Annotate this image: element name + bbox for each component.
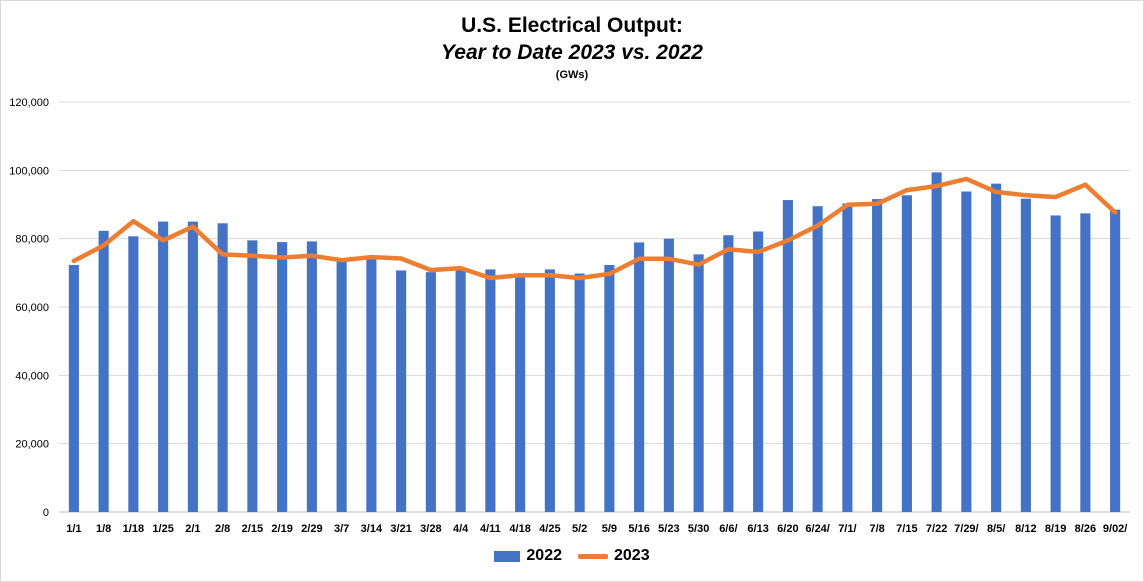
bar-2022 (663, 238, 674, 512)
gridlines (59, 101, 1130, 513)
series-2023-line-group (71, 176, 1118, 281)
bar-2022 (455, 269, 466, 512)
chart-title: U.S. Electrical Output: (461, 14, 683, 37)
x-tick-label: 3/7 (334, 523, 349, 535)
x-tick-label: 1/8 (96, 523, 111, 535)
bar-2022 (723, 235, 734, 512)
bar-2022 (396, 270, 407, 512)
bar-2022 (425, 272, 436, 512)
x-tick-label: 2/29 (301, 523, 322, 535)
y-tick-label: 20,000 (15, 439, 49, 451)
x-tick-label: 3/28 (420, 523, 441, 535)
x-tick-label: 5/2 (572, 523, 587, 535)
x-tick-label: 5/16 (628, 523, 649, 535)
chart-title-block: U.S. Electrical Output: Year to Date 202… (1, 13, 1143, 83)
bar-2022 (782, 200, 793, 512)
y-tick-label: 80,000 (15, 234, 49, 246)
legend: 2022 2023 (1, 547, 1143, 565)
x-tick-label: 5/30 (688, 523, 709, 535)
bar-2022 (217, 223, 228, 512)
x-tick-label: 8/12 (1015, 523, 1036, 535)
bar-2022 (872, 199, 883, 513)
x-tick-label: 5/23 (658, 523, 679, 535)
x-tick-label: 7/29/ (954, 523, 978, 535)
bar-2022 (158, 221, 169, 513)
legend-swatch-2023 (578, 553, 608, 559)
legend-swatch-2022 (494, 550, 521, 562)
x-tick-label: 7/1/ (838, 523, 856, 535)
x-tick-label: 4/25 (539, 523, 560, 535)
x-tick-label: 4/18 (509, 523, 530, 535)
x-tick-label: 2/1 (185, 523, 200, 535)
legend-label-2022: 2022 (526, 547, 562, 564)
bar-2022 (753, 231, 764, 512)
x-axis: 1/1 1/8 1/18 1/25 2/1 2/8 2/15 2/19 2/29 3/7 3/14 3… (66, 523, 1127, 535)
y-tick-label: 100,000 (9, 165, 49, 177)
y-tick-label: 120,000 (9, 97, 49, 109)
x-tick-label: 1/25 (152, 523, 173, 535)
bar-2022 (187, 221, 198, 513)
chart-subtitle: Year to Date 2023 vs. 2022 (441, 41, 703, 64)
bar-2022 (68, 264, 79, 512)
y-axis: 0 20,000 40,000 60,000 80,000 100,000 120,000 (9, 97, 49, 519)
x-tick-label: 1/1 (66, 523, 81, 535)
bar-2022 (693, 254, 704, 512)
x-tick-label: 6/13 (747, 523, 768, 535)
bar-2022 (991, 183, 1002, 513)
x-tick-label: 6/6/ (719, 523, 737, 535)
bar-2022 (931, 172, 942, 512)
x-tick-label: 4/11 (480, 523, 501, 535)
series-2023-line (71, 176, 1118, 281)
x-tick-label: 7/22 (926, 523, 947, 535)
bar-2022 (842, 203, 853, 512)
bar-2022 (277, 242, 288, 513)
bar-2022 (901, 195, 912, 512)
bar-2022 (1020, 198, 1031, 513)
bar-2022 (961, 191, 972, 512)
y-tick-label: 0 (43, 507, 49, 519)
bar-2022 (128, 236, 139, 512)
x-tick-label: 7/8 (869, 523, 884, 535)
bar-2022 (247, 240, 258, 512)
bar-2022 (634, 242, 645, 513)
x-tick-label: 3/21 (390, 523, 411, 535)
legend-item-2023: 2023 (578, 547, 650, 565)
x-tick-label: 6/24/ (805, 523, 829, 535)
legend-item-2022: 2022 (494, 547, 562, 565)
x-tick-label: 1/18 (123, 523, 144, 535)
x-tick-label: 2/15 (242, 523, 263, 535)
x-tick-label: 8/19 (1045, 523, 1066, 535)
x-tick-label: 6/20 (777, 523, 798, 535)
series-2022-bars (68, 172, 1121, 513)
x-tick-label: 7/15 (896, 523, 917, 535)
x-tick-label: 2/19 (271, 523, 292, 535)
x-tick-label: 8/5/ (987, 523, 1005, 535)
x-tick-label: 3/14 (361, 523, 383, 535)
x-tick-label: 9/02/ (1103, 523, 1127, 535)
bar-2022 (1050, 215, 1061, 512)
bar-2022 (515, 274, 526, 512)
bar-2022 (812, 206, 823, 513)
bar-2022 (306, 241, 317, 512)
x-tick-label: 4/4 (453, 523, 469, 535)
bar-2022 (574, 273, 585, 512)
bar-2022 (1110, 209, 1121, 512)
bar-2022 (485, 269, 496, 512)
bar-2022 (604, 264, 615, 512)
legend-label-2023: 2023 (614, 547, 650, 564)
x-tick-label: 8/26 (1075, 523, 1096, 535)
x-tick-label: 2/8 (215, 523, 230, 535)
x-tick-label: 5/9 (602, 523, 617, 535)
bar-2022 (98, 230, 109, 512)
bar-2022 (336, 259, 347, 512)
bar-2022 (366, 258, 377, 512)
chart-unit-label: (GWs) (555, 69, 589, 81)
bar-2022 (544, 269, 555, 512)
y-tick-label: 60,000 (15, 302, 49, 314)
y-tick-label: 40,000 (15, 370, 49, 382)
bar-2022 (1080, 213, 1091, 512)
